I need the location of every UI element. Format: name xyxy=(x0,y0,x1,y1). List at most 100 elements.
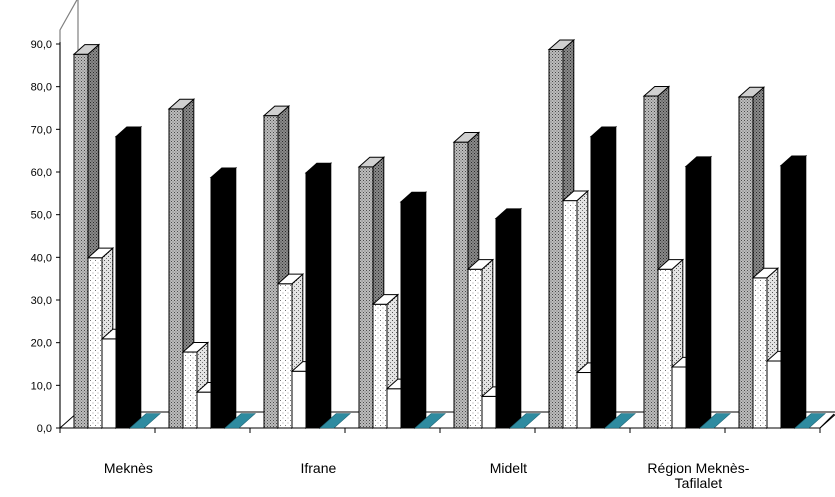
bar-front xyxy=(277,283,293,429)
series4-bar xyxy=(304,162,333,430)
bar-top xyxy=(167,98,196,110)
category-label: Tafilalet xyxy=(675,475,723,491)
bar-front xyxy=(372,303,388,429)
bar-front xyxy=(291,370,307,429)
bar-front xyxy=(780,165,796,429)
bar-top xyxy=(262,105,291,117)
bar-front xyxy=(210,177,226,429)
y-tick-label: 0,0 xyxy=(37,423,52,435)
floor-marker xyxy=(699,413,731,429)
floor-marker xyxy=(129,413,161,429)
bar-top xyxy=(642,85,671,97)
category-label: Midelt xyxy=(490,460,527,476)
floor-right-edge xyxy=(819,413,835,429)
series5-bar xyxy=(129,413,161,429)
y-tick-label: 70,0 xyxy=(31,124,52,136)
y-tick-label: 40,0 xyxy=(31,252,52,264)
series4-bar xyxy=(114,125,143,430)
bar-top xyxy=(684,156,713,167)
bar-front xyxy=(182,351,198,429)
bar-top xyxy=(737,86,766,98)
bar-front xyxy=(590,136,606,429)
bar-top xyxy=(452,132,481,143)
y-tick-label: 90,0 xyxy=(31,39,52,51)
bar-front xyxy=(386,388,402,429)
bar-front xyxy=(168,108,184,429)
series5-bar xyxy=(414,413,446,429)
bar-side xyxy=(604,125,617,430)
y-tick-label: 80,0 xyxy=(31,82,52,94)
bar-front xyxy=(685,165,701,429)
bar-top xyxy=(209,167,238,179)
category-label: Ifrane xyxy=(300,460,336,476)
bar-front xyxy=(752,277,768,429)
series5-bar xyxy=(604,413,636,429)
floor-marker xyxy=(319,413,351,429)
bar-side xyxy=(699,155,712,430)
category-labels: Meknès Ifrane Midelt Région Meknès-Tafilale… xyxy=(104,460,750,491)
bar-top xyxy=(357,156,386,168)
bar-top xyxy=(751,267,780,279)
series5-bar xyxy=(224,413,256,429)
bar-top xyxy=(656,259,685,270)
bar-front xyxy=(400,201,416,429)
bar-front xyxy=(101,338,117,429)
bar-front xyxy=(115,136,131,429)
bar-front xyxy=(358,166,374,429)
bar-front xyxy=(87,257,103,429)
series4-bar xyxy=(399,191,428,430)
series4-bar xyxy=(494,207,523,430)
series4-bar xyxy=(684,155,713,430)
bar-front xyxy=(738,96,754,429)
series4-bar xyxy=(779,154,808,430)
bar-front xyxy=(548,49,564,429)
bar-top xyxy=(181,341,210,353)
y-tick-label: 10,0 xyxy=(31,380,52,392)
bar-top xyxy=(72,44,101,55)
bar-top xyxy=(304,162,333,174)
bar-front xyxy=(562,200,578,429)
bar-front xyxy=(467,268,483,429)
series2-bar xyxy=(466,258,495,430)
bar-top xyxy=(399,191,428,203)
y-tick-label: 60,0 xyxy=(31,167,52,179)
bar-front xyxy=(453,141,469,429)
bar-side xyxy=(509,207,522,430)
bar-top xyxy=(561,190,590,202)
category-label: Région Meknès- xyxy=(647,460,749,476)
bars xyxy=(72,38,826,430)
series4-bar xyxy=(589,125,618,430)
bar-front xyxy=(481,395,497,429)
bar-front xyxy=(73,53,89,429)
series4-bar xyxy=(209,166,238,430)
bar-top xyxy=(276,273,305,285)
bar-top xyxy=(494,208,523,220)
bar-top xyxy=(466,259,495,270)
floor-marker xyxy=(414,413,446,429)
series5-bar xyxy=(794,413,826,429)
bar-side xyxy=(414,191,427,430)
bar-front xyxy=(766,360,782,429)
y-tick-label: 50,0 xyxy=(31,210,52,222)
bar-front xyxy=(263,115,279,429)
bar-top xyxy=(86,247,115,259)
series5-bar xyxy=(699,413,731,429)
y-tick-label: 20,0 xyxy=(31,338,52,350)
bar-top xyxy=(589,126,618,138)
category-label: Meknès xyxy=(104,460,153,476)
bar-front xyxy=(671,366,687,429)
bar-front xyxy=(657,268,673,429)
y-axis: 0,0 10,0 20,0 30,0 40,0 50,0 60,0 70,0 80,0 90,0 xyxy=(31,39,61,435)
bar-side xyxy=(794,154,807,430)
series5-bar xyxy=(509,413,541,429)
series1-bar xyxy=(167,98,196,430)
floor-marker xyxy=(604,413,636,429)
y-tick-label: 30,0 xyxy=(31,295,52,307)
floor-marker xyxy=(509,413,541,429)
bar-top xyxy=(114,126,143,138)
bar-side xyxy=(224,166,237,430)
floor-marker xyxy=(794,413,826,429)
bar-front xyxy=(305,172,321,429)
bar-front xyxy=(643,95,659,429)
